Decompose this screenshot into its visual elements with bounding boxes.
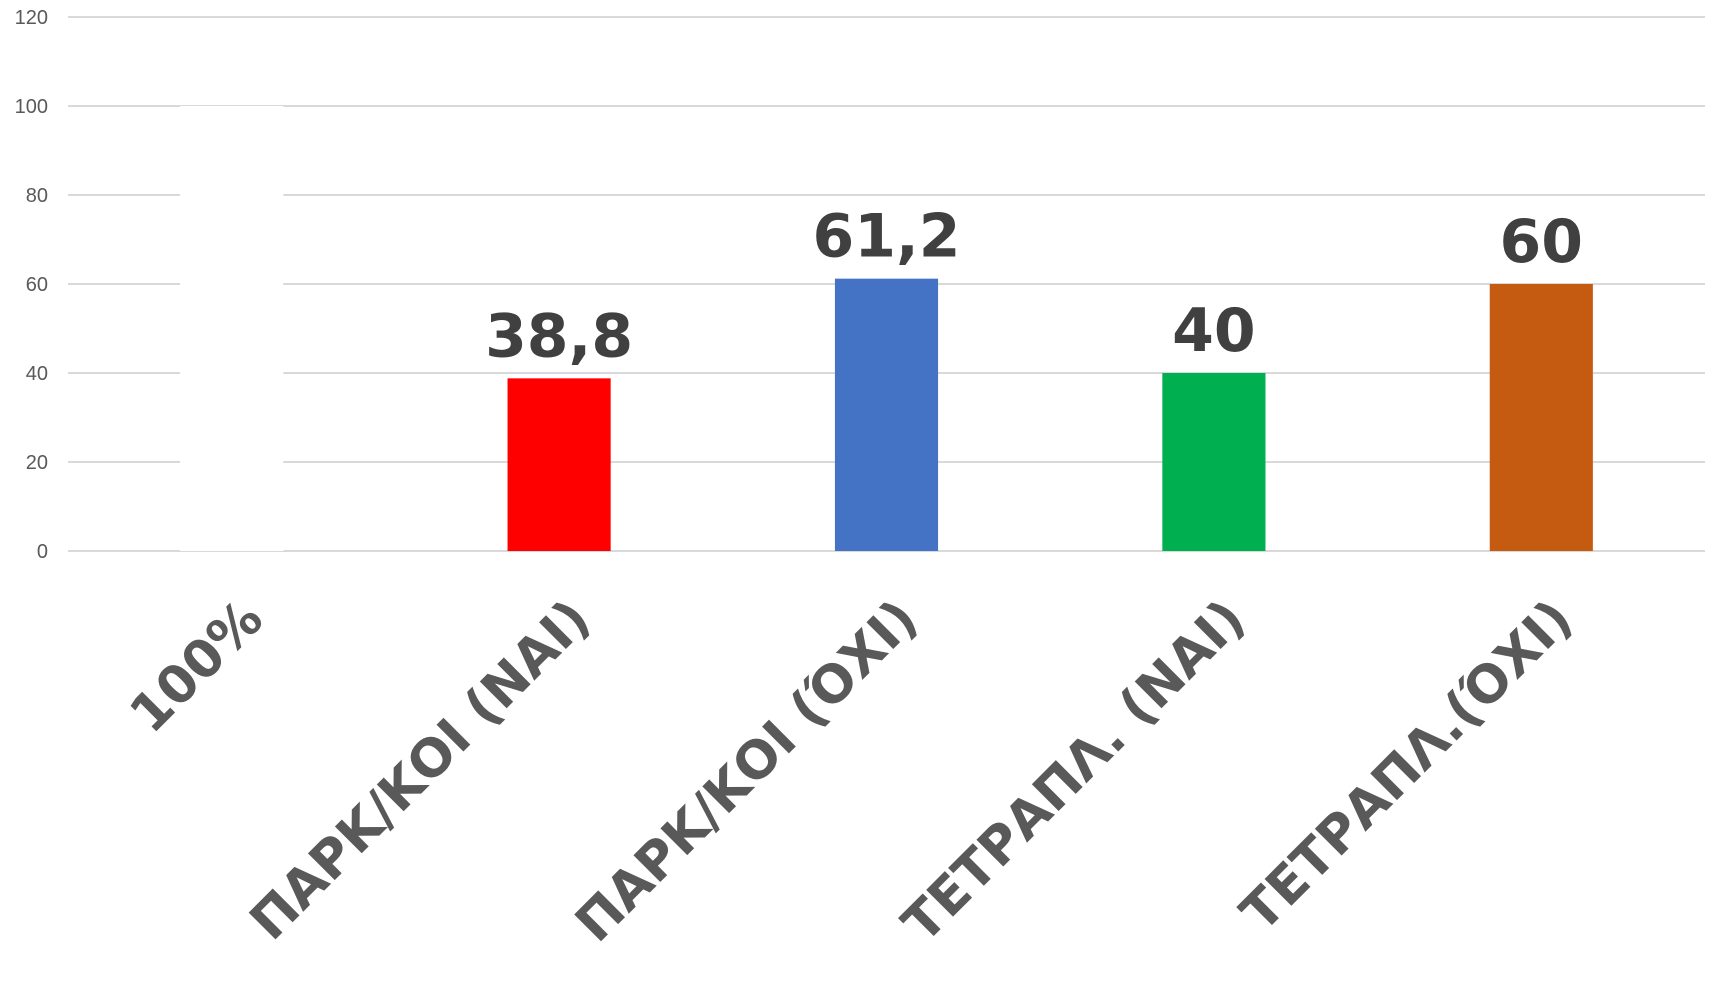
data-label: 60: [1500, 207, 1584, 277]
category-label: ΤΕΤΡΑΠΛ. (ΝΑΙ): [891, 589, 1257, 955]
bar: [1489, 284, 1593, 551]
bar: [834, 278, 939, 551]
bars: [180, 106, 1593, 551]
category-label: ΠΑΡΚ/ΚΟΙ (ΝΑΙ): [239, 589, 602, 952]
y-tick-label: 0: [37, 541, 48, 563]
y-tick-label: 40: [26, 363, 48, 385]
bar: [1162, 373, 1266, 551]
category-label: ΠΑΡΚ/ΚΟΙ (ΌΧΙ): [564, 589, 929, 954]
y-tick-label: 120: [15, 7, 48, 29]
y-tick-label: 20: [26, 452, 48, 474]
data-labels: 38,8 61,2 40 60: [485, 202, 1583, 372]
bar: [180, 106, 284, 551]
bar: [507, 378, 611, 551]
y-axis-tick-labels: 0 20 40 60 80 100 120: [15, 7, 48, 563]
category-labels: 100%ΠΑΡΚ/ΚΟΙ (ΝΑΙ)ΠΑΡΚ/ΚΟΙ (ΌΧΙ)ΤΕΤΡΑΠΛ.…: [119, 589, 1585, 955]
data-label: 61,2: [812, 202, 960, 272]
category-label: ΤΕΤΡΑΠΛ.(ΌΧΙ): [1230, 589, 1585, 944]
y-tick-label: 60: [26, 274, 48, 296]
y-tick-label: 80: [26, 185, 48, 207]
category-label: 100%: [119, 589, 275, 745]
data-label: 40: [1172, 296, 1256, 366]
y-tick-label: 100: [15, 96, 48, 118]
data-label: 38,8: [485, 301, 633, 371]
